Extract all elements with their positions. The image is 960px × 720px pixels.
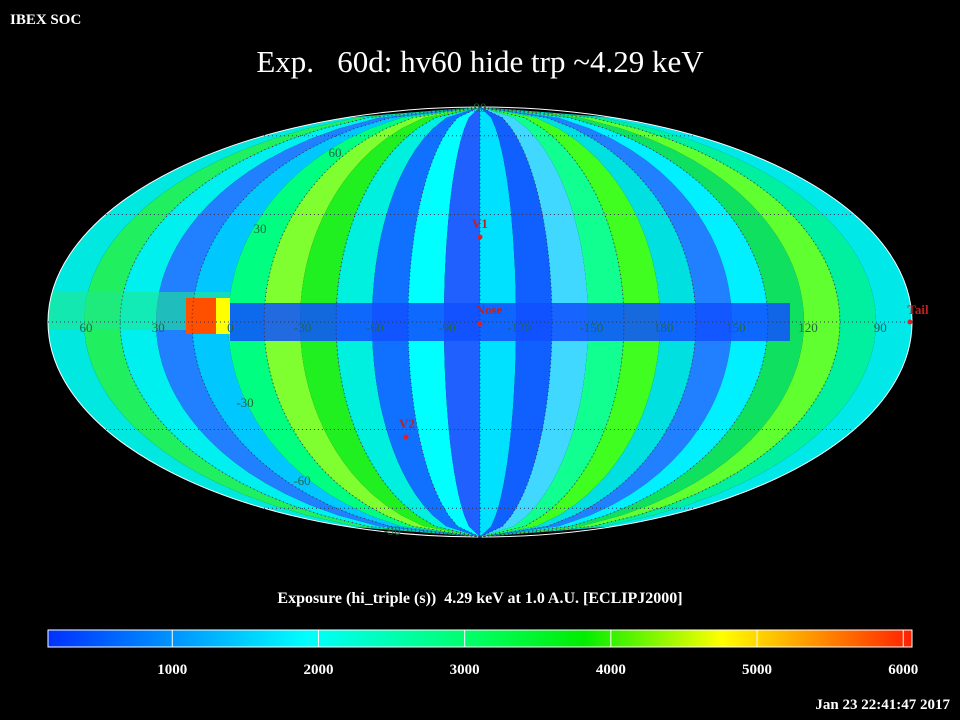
sky-stripe — [336, 107, 480, 537]
marker-dot — [403, 434, 409, 440]
colorbar-tick-label: 4000 — [596, 662, 626, 678]
sky-stripe — [300, 107, 480, 537]
colorbar-label: Exposure (hi_triple (s)) 4.29 keV at 1.0… — [277, 590, 682, 607]
colorbar-tick-label: 6000 — [888, 662, 918, 678]
timestamp: Jan 23 22:41:47 2017 — [815, 697, 950, 713]
sky-stripe — [480, 107, 624, 537]
longitude-label: -60 — [366, 320, 383, 335]
longitude-label: 0 — [227, 320, 234, 335]
marker-dot — [477, 321, 483, 327]
latitude-label: -90 — [383, 523, 400, 538]
hot-spot — [186, 298, 216, 334]
longitude-label: 180 — [654, 320, 674, 335]
latitude-label: 60 — [329, 145, 342, 160]
longitude-label: 90 — [874, 320, 887, 335]
longitude-label: 150 — [726, 320, 746, 335]
latitude-label: -30 — [236, 395, 253, 410]
colorbar-tick-label: 2000 — [303, 662, 333, 678]
longitude-label: 120 — [798, 320, 818, 335]
latitude-label: 30 — [254, 221, 267, 236]
sky-stripe — [372, 107, 480, 537]
hot-spot — [216, 298, 230, 334]
longitude-label: 30 — [152, 320, 165, 335]
latitude-label: 90 — [474, 100, 487, 115]
marker-dot — [477, 234, 483, 240]
longitude-label: -30 — [294, 320, 311, 335]
marker-label: V2 — [399, 416, 415, 431]
marker-label: Tail — [907, 302, 929, 317]
sky-stripe — [480, 107, 660, 537]
marker-dot — [907, 319, 913, 325]
longitude-label: -120 — [507, 320, 531, 335]
colorbar-tick-label: 1000 — [157, 662, 187, 678]
colorbar — [47, 629, 913, 648]
colorbar-tick-label: 5000 — [742, 662, 772, 678]
sky-stripe — [480, 107, 732, 537]
longitude-label: 60 — [80, 320, 93, 335]
marker-label: V1 — [472, 216, 488, 231]
marker-label: Nose — [476, 302, 503, 317]
source-label: IBEX SOC — [10, 12, 81, 28]
title: Exp. 60d: hv60 hide trp ~4.29 keV — [256, 44, 704, 79]
colorbar-tick-label: 3000 — [450, 662, 480, 678]
sky-stripe — [480, 107, 588, 537]
sky-stripe — [228, 107, 480, 537]
longitude-label: -90 — [438, 320, 455, 335]
longitude-label: -150 — [579, 320, 603, 335]
latitude-label: -60 — [293, 473, 310, 488]
